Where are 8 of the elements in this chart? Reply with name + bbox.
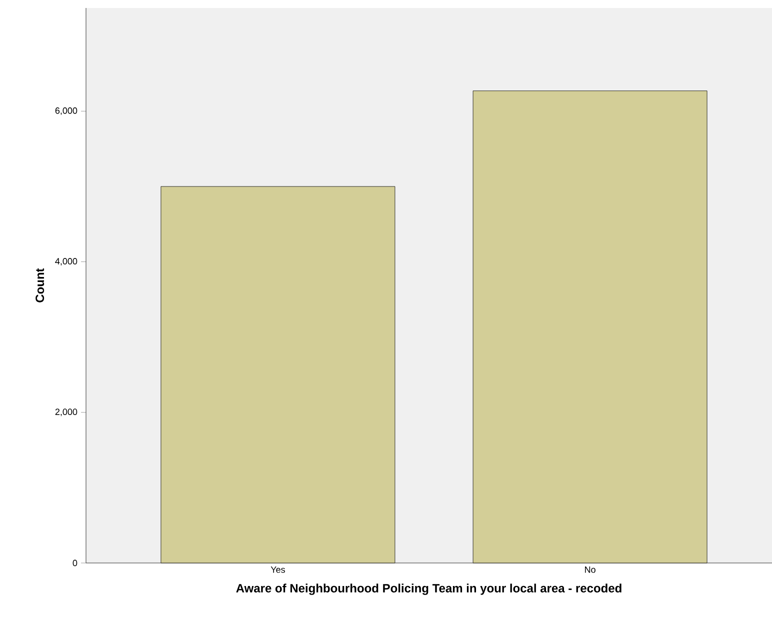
y-axis-title: Count [36,268,44,302]
x-tick-label: Yes [270,566,285,573]
x-tick-label: No [585,566,596,573]
x-axis-title: Aware of Neighbourhood Policing Team in your local area - recoded [236,584,622,595]
y-tick-label: 6,000 [55,107,78,115]
y-tick-label: 4,000 [55,258,78,266]
y-tick-label: 0 [72,560,78,566]
y-tick-label: 2,000 [55,408,78,416]
